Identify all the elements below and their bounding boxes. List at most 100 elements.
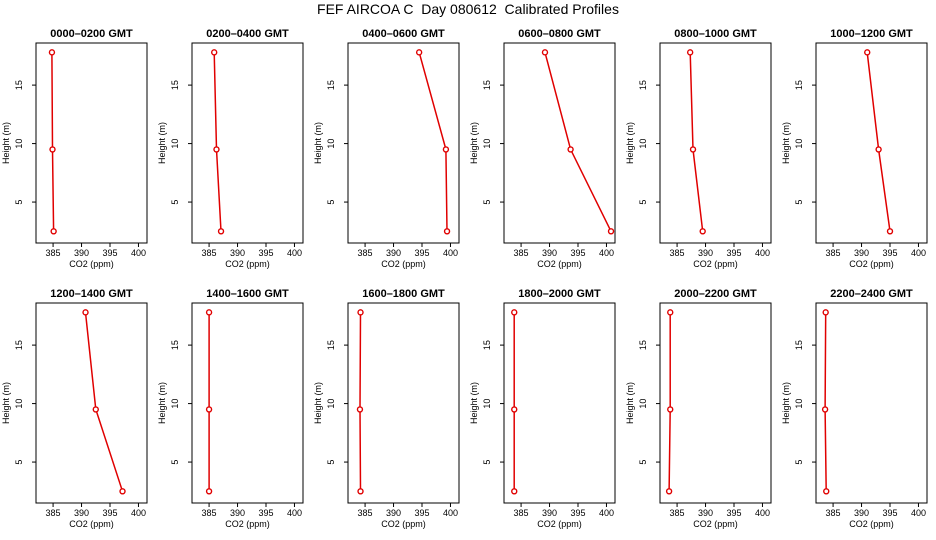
x-tick-label: 395 (726, 508, 741, 518)
y-tick-label: 15 (638, 80, 648, 90)
x-tick-label: 390 (698, 248, 713, 258)
data-point (48, 49, 56, 56)
x-tick-label: 395 (882, 248, 897, 258)
data-point (82, 309, 89, 316)
x-tick-label: 395 (882, 508, 897, 518)
y-tick-label: 15 (482, 80, 492, 90)
x-tick-label: 390 (698, 508, 713, 518)
x-tick-label: 400 (911, 248, 926, 258)
y-tick-label: 10 (638, 399, 648, 409)
panel-title: 0600–0800 GMT (518, 28, 601, 40)
x-tick-label: 385 (202, 248, 217, 258)
x-tick-label: 400 (443, 248, 458, 258)
y-tick-label: 10 (482, 139, 492, 149)
series-line (418, 52, 448, 232)
y-tick-label: 5 (638, 200, 648, 205)
y-tick-label: 10 (326, 139, 336, 149)
panel: 0200–0400 GMT 385 390 395 400 CO2 (ppm) 5 10 15 H… (157, 28, 304, 269)
data-point (442, 146, 450, 153)
x-tick-label: 400 (599, 248, 614, 258)
data-point (511, 406, 518, 413)
data-point (205, 309, 213, 316)
panel-title: 0400–0600 GMT (362, 28, 445, 40)
y-tick-label: 10 (638, 139, 648, 149)
x-tick-label: 390 (230, 248, 245, 258)
data-point (49, 146, 56, 153)
x-tick-label: 385 (826, 508, 841, 518)
y-tick-label: 10 (482, 399, 492, 409)
x-tick-label: 400 (599, 508, 614, 518)
series-line (359, 312, 362, 492)
data-point (699, 228, 706, 235)
data-point (886, 228, 894, 235)
y-tick-label: 5 (482, 200, 492, 205)
x-axis-label: CO2 (ppm) (537, 519, 582, 529)
x-tick-label: 385 (514, 248, 529, 258)
plot-frame (659, 302, 772, 504)
panel-title: 0200–0400 GMT (206, 28, 289, 40)
y-tick-label: 15 (14, 80, 24, 90)
y-axis-label: Height (m) (469, 122, 479, 164)
panel: 2000–2200 GMT 385 390 395 400 CO2 (ppm) 5 10 15 H… (625, 288, 772, 529)
data-point (205, 488, 213, 495)
data-point (686, 49, 694, 56)
series-line (51, 52, 55, 232)
data-point (567, 146, 574, 153)
x-tick-label: 395 (414, 508, 429, 518)
panel-title: 2200–2400 GMT (830, 288, 913, 300)
y-axis-label: Height (m) (625, 382, 635, 424)
page-title: FEF AIRCOA C Day 080612 Calibrated Profi… (317, 1, 619, 17)
y-axis-label: Height (m) (313, 122, 323, 164)
plot-frame (35, 42, 148, 244)
y-tick-label: 5 (326, 200, 336, 205)
y-tick-label: 5 (326, 460, 336, 465)
data-point (357, 488, 364, 495)
series-line (213, 52, 222, 232)
y-tick-label: 5 (14, 200, 24, 205)
x-axis-label: CO2 (ppm) (225, 519, 270, 529)
y-axis-label: Height (m) (157, 382, 167, 424)
y-tick-label: 5 (794, 460, 804, 465)
data-point (357, 309, 364, 316)
panel: 1000–1200 GMT 385 390 395 400 CO2 (ppm) 5 10 15 H… (781, 28, 928, 269)
data-point (665, 488, 673, 495)
panel: 0400–0600 GMT 385 390 395 400 CO2 (ppm) 5 10 15 H… (313, 28, 460, 269)
plot-frame (347, 302, 460, 504)
x-tick-label: 390 (386, 508, 401, 518)
plot-frame (503, 42, 616, 244)
panel-title: 2000–2200 GMT (674, 288, 757, 300)
x-tick-label: 390 (854, 248, 869, 258)
x-tick-label: 390 (230, 508, 245, 518)
x-tick-label: 400 (755, 248, 770, 258)
y-tick-label: 15 (170, 80, 180, 90)
x-tick-label: 395 (102, 248, 117, 258)
x-axis-label: CO2 (ppm) (537, 259, 582, 269)
data-point (667, 406, 674, 413)
x-tick-label: 385 (670, 248, 685, 258)
data-point (210, 49, 218, 56)
x-tick-label: 400 (131, 508, 146, 518)
y-tick-label: 15 (482, 340, 492, 350)
plot-frame (35, 302, 148, 504)
x-tick-label: 390 (542, 508, 557, 518)
y-tick-label: 15 (326, 340, 336, 350)
x-tick-label: 395 (258, 248, 273, 258)
y-axis-label: Height (m) (1, 382, 11, 424)
y-tick-label: 15 (14, 340, 24, 350)
plot-frame (659, 42, 772, 244)
panel: 1600–1800 GMT 385 390 395 400 CO2 (ppm) 5 10 15 H… (313, 288, 460, 529)
panel: 1200–1400 GMT 385 390 395 400 CO2 (ppm) 5 10 15 H… (1, 288, 148, 529)
x-tick-label: 395 (570, 508, 585, 518)
y-axis-label: Height (m) (313, 382, 323, 424)
x-tick-label: 390 (74, 248, 89, 258)
data-point (511, 309, 518, 316)
y-tick-label: 15 (170, 340, 180, 350)
y-tick-label: 10 (14, 139, 24, 149)
y-axis-label: Height (m) (157, 122, 167, 164)
y-axis-label: Height (m) (781, 122, 791, 164)
y-tick-label: 5 (482, 460, 492, 465)
panel: 1400–1600 GMT 385 390 395 400 CO2 (ppm) 5 10 15 H… (157, 288, 304, 529)
x-tick-label: 390 (74, 508, 89, 518)
series-line (84, 312, 124, 492)
